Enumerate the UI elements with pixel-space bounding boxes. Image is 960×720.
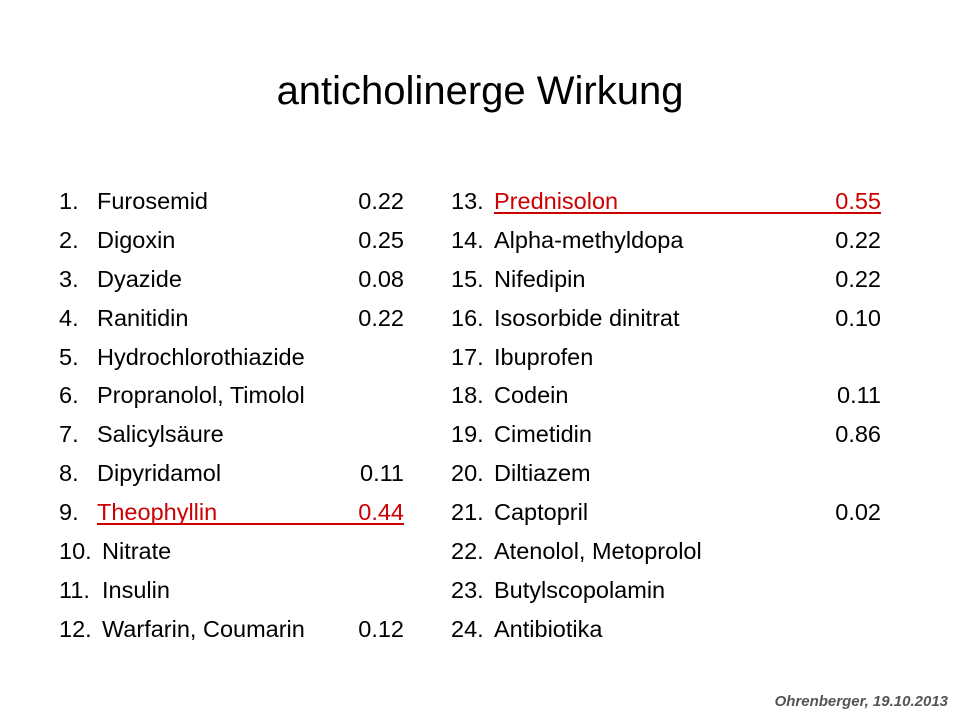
drug-name: Ibuprofen <box>494 343 594 370</box>
drug-name: Codein <box>494 382 569 409</box>
drug-list-item: 11. Insulin <box>59 571 404 610</box>
highlight-underline <box>97 523 404 526</box>
drug-number: 12. <box>59 615 92 642</box>
drug-name: Ranitidin <box>97 304 189 331</box>
drug-score: 0.22 <box>835 226 881 253</box>
drug-number: 8. <box>59 460 79 487</box>
drug-name: Hydrochlorothiazide <box>97 343 305 370</box>
drug-number: 15. <box>451 265 484 292</box>
drug-list-item: 21. Captopril 0.02 <box>451 493 881 532</box>
drug-name: Propranolol, Timolol <box>97 382 305 409</box>
drug-name: Salicylsäure <box>97 421 224 448</box>
drug-score: 0.12 <box>358 615 404 642</box>
drug-name: Digoxin <box>97 226 176 253</box>
drug-number: 14. <box>451 226 484 253</box>
drug-number: 19. <box>451 421 484 448</box>
drug-name: Theophyllin <box>97 499 218 526</box>
drug-list-item: 14. Alpha-methyldopa 0.22 <box>451 221 881 260</box>
drug-list-item: 1. Furosemid 0.22 <box>59 182 404 221</box>
drug-list-item: 13. Prednisolon 0.55 <box>451 182 881 221</box>
drug-score: 0.10 <box>835 304 881 331</box>
drug-list-item: 10. Nitrate <box>59 532 404 571</box>
drug-list-item: 20. Diltiazem <box>451 454 881 493</box>
drug-number: 21. <box>451 499 484 526</box>
drug-score: 0.08 <box>358 265 404 292</box>
drug-list-item: 22. Atenolol, Metoprolol <box>451 532 881 571</box>
drug-list-item: 8. Dipyridamol 0.11 <box>59 454 404 493</box>
drug-number: 7. <box>59 421 79 448</box>
drug-name: Dyazide <box>97 265 182 292</box>
drug-number: 16. <box>451 304 484 331</box>
drug-name: Warfarin, Coumarin <box>102 615 305 642</box>
drug-number: 24. <box>451 615 484 642</box>
drug-score: 0.22 <box>835 265 881 292</box>
drug-score: 0.22 <box>358 188 404 214</box>
drug-name: Nitrate <box>102 538 172 565</box>
drug-name: Nifedipin <box>494 265 586 292</box>
drug-score: 0.55 <box>835 188 881 214</box>
drug-name: Captopril <box>494 499 589 526</box>
drug-number: 1. <box>59 188 79 214</box>
drug-name: Isosorbide dinitrat <box>494 304 680 331</box>
drug-list-item: 18. Codein 0.11 <box>451 376 881 415</box>
drug-score: 0.25 <box>358 226 404 253</box>
drug-number: 18. <box>451 382 484 409</box>
drug-name: Dipyridamol <box>97 460 222 487</box>
drug-number: 17. <box>451 343 484 370</box>
drug-number: 5. <box>59 343 79 370</box>
drug-name: Alpha-methyldopa <box>494 226 684 253</box>
drug-list-item: 17. Ibuprofen <box>451 338 881 377</box>
drug-list-item: 5. Hydrochlorothiazide <box>59 338 404 377</box>
drug-score: 0.02 <box>835 499 881 526</box>
drug-number: 9. <box>59 499 79 526</box>
drug-name: Atenolol, Metoprolol <box>494 538 702 565</box>
drug-score: 0.22 <box>358 304 404 331</box>
drug-list-item: 4. Ranitidin 0.22 <box>59 299 404 338</box>
drug-score: 0.11 <box>360 460 404 487</box>
drug-number: 3. <box>59 265 79 292</box>
drug-name: Prednisolon <box>494 188 619 214</box>
drug-score: 0.11 <box>837 382 881 409</box>
drug-list-item: 9. Theophyllin 0.44 <box>59 493 404 532</box>
drug-number: 2. <box>59 226 79 253</box>
drug-number: 4. <box>59 304 79 331</box>
drug-name: Butylscopolamin <box>494 576 666 603</box>
drug-list-item: 7. Salicylsäure <box>59 415 404 454</box>
drug-list-item: 19. Cimetidin 0.86 <box>451 415 881 454</box>
drug-number: 22. <box>451 538 484 565</box>
highlight-underline <box>494 211 881 214</box>
drug-list-item: 2. Digoxin 0.25 <box>59 221 404 260</box>
drug-score: 0.44 <box>358 499 404 526</box>
drug-number: 11. <box>59 576 90 603</box>
drug-number: 13. <box>451 188 484 214</box>
slide-title: anticholinerge Wirkung <box>276 69 684 113</box>
drug-number: 23. <box>451 576 484 603</box>
drug-list-item: 15. Nifedipin 0.22 <box>451 260 881 299</box>
drug-list-item: 23. Butylscopolamin <box>451 571 881 610</box>
drug-name: Antibiotika <box>494 615 603 642</box>
drug-list-item: 12. Warfarin, Coumarin 0.12 <box>59 610 404 649</box>
drug-list-right: 13. Prednisolon 0.55 14. Alpha-methyldopa 0.2… <box>451 182 881 649</box>
drug-number: 6. <box>59 382 79 409</box>
drug-name: Furosemid <box>97 188 209 214</box>
drug-list-item: 24. Antibiotika <box>451 610 881 649</box>
drug-name: Diltiazem <box>494 460 591 487</box>
footer-author-date: Ohrenberger, 19.10.2013 <box>774 693 948 710</box>
drug-number: 20. <box>451 460 484 487</box>
drug-score: 0.86 <box>835 421 881 448</box>
drug-list-item: 16. Isosorbide dinitrat 0.10 <box>451 299 881 338</box>
drug-list-item: 3. Dyazide 0.08 <box>59 260 404 299</box>
drug-number: 10. <box>59 538 92 565</box>
drug-list-item: 6. Propranolol, Timolol <box>59 376 404 415</box>
drug-list-left: 1. Furosemid 0.22 2. Digoxin 0.25 3. Dyazide 0.0… <box>59 182 404 649</box>
drug-name: Insulin <box>102 576 170 603</box>
drug-name: Cimetidin <box>494 421 592 448</box>
